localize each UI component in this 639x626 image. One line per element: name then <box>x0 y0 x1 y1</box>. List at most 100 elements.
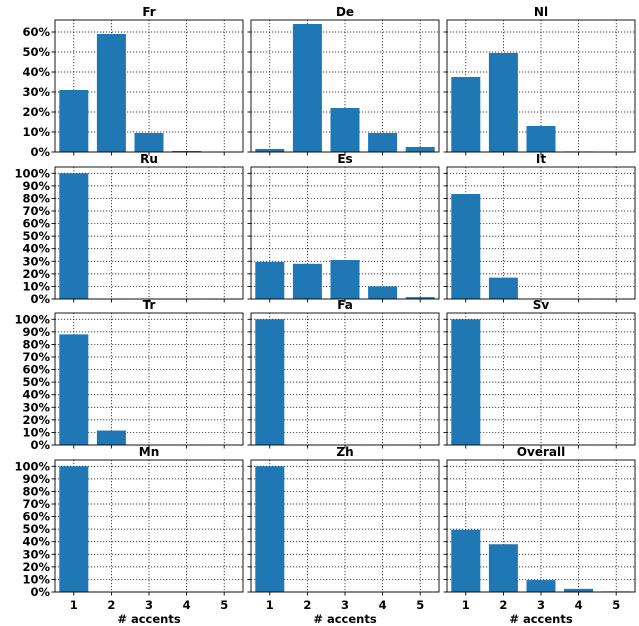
y-tick-label: 10% <box>22 425 50 439</box>
panel-fa: Fa <box>247 298 440 449</box>
y-tick-label: 20% <box>22 413 50 427</box>
panel-title: Fa <box>337 298 353 312</box>
bar-de-4 <box>368 133 398 152</box>
y-tick-label: 40% <box>22 242 50 256</box>
y-tick-label: 30% <box>22 547 50 561</box>
y-tick-label: 40% <box>22 388 50 402</box>
bar-sv-1 <box>451 319 481 445</box>
bar-tr-1 <box>59 334 89 445</box>
panel-nl: Nl <box>443 5 636 156</box>
x-tick-label: 5 <box>220 598 228 612</box>
panel-sv: Sv <box>443 298 636 449</box>
x-tick-label: 1 <box>266 598 274 612</box>
bar-de-5 <box>405 147 435 152</box>
bar-zh-1 <box>255 466 285 592</box>
panel-title: Overall <box>517 445 565 459</box>
bar-de-2 <box>292 24 322 152</box>
y-tick-label: 90% <box>22 325 50 339</box>
x-tick-label: 3 <box>537 598 545 612</box>
y-tick-label: 80% <box>22 484 50 498</box>
y-tick-label: 0% <box>30 438 50 452</box>
panel-it: It <box>443 152 636 303</box>
bar-overall-4 <box>564 588 594 592</box>
x-tick-label: 3 <box>341 598 349 612</box>
x-tick-label: 3 <box>145 598 153 612</box>
panel-title: Mn <box>139 445 159 459</box>
bar-it-1 <box>451 194 481 299</box>
y-tick-label: 40% <box>22 535 50 549</box>
bar-fr-1 <box>59 90 89 152</box>
bar-de-3 <box>330 108 360 152</box>
bar-mn-1 <box>59 466 89 592</box>
y-tick-label: 0% <box>30 145 50 159</box>
y-tick-label: 50% <box>22 522 50 536</box>
x-axis-label: # accents <box>313 612 377 626</box>
y-tick-label: 60% <box>22 363 50 377</box>
bar-es-3 <box>330 260 360 299</box>
x-tick-label: 1 <box>70 598 78 612</box>
x-tick-label: 4 <box>575 598 583 612</box>
bar-es-2 <box>292 263 322 299</box>
panel-title: De <box>336 5 354 19</box>
bar-overall-1 <box>451 529 481 592</box>
bar-it-2 <box>488 277 518 299</box>
y-tick-label: 10% <box>22 125 50 139</box>
y-tick-label: 80% <box>22 191 50 205</box>
bar-overall-2 <box>488 544 518 592</box>
panel-ru: 0%10%20%30%40%50%60%70%80%90%100% Ru <box>14 152 244 306</box>
y-tick-label: 10% <box>22 572 50 586</box>
bar-es-1 <box>255 261 285 299</box>
x-tick-label: 1 <box>462 598 470 612</box>
y-tick-label: 50% <box>22 375 50 389</box>
panel-title: Zh <box>336 445 353 459</box>
panel-es: Es <box>247 152 440 303</box>
panel-tr: 0%10%20%30%40%50%60%70%80%90%100% Tr <box>14 298 244 452</box>
panel-title: Fr <box>142 5 155 19</box>
panel-title: Ru <box>140 152 158 166</box>
y-tick-label: 90% <box>22 179 50 193</box>
bar-nl-3 <box>526 126 556 152</box>
y-tick-label: 60% <box>22 510 50 524</box>
y-tick-label: 100% <box>14 166 50 180</box>
bar-ru-1 <box>59 173 89 299</box>
bar-overall-3 <box>526 580 556 592</box>
bar-fr-2 <box>96 34 126 152</box>
y-tick-label: 0% <box>30 292 50 306</box>
panel-title: Nl <box>534 5 548 19</box>
x-tick-label: 2 <box>107 598 115 612</box>
y-tick-label: 30% <box>22 400 50 414</box>
panel-overall: 1 2 3 4 5 Overall # accents <box>443 445 636 626</box>
bar-de-1 <box>255 149 285 152</box>
x-tick-label: 5 <box>612 598 620 612</box>
panel-title: Tr <box>143 298 156 312</box>
panel-fr: 0% 10% 20% 30% 40% 50% 60% Fr <box>22 5 244 159</box>
x-tick-label: 2 <box>499 598 507 612</box>
bar-fr-4 <box>172 151 202 152</box>
y-tick-label: 100% <box>14 312 50 326</box>
y-tick-label: 60% <box>22 217 50 231</box>
bar-nl-1 <box>451 77 481 152</box>
y-tick-label: 90% <box>22 472 50 486</box>
panel-zh: 1 2 3 4 5 Zh # accents <box>247 445 440 626</box>
y-tick-label: 50% <box>22 45 50 59</box>
y-tick-label: 80% <box>22 337 50 351</box>
x-tick-label: 2 <box>303 598 311 612</box>
y-tick-label: 20% <box>22 105 50 119</box>
y-tick-label: 50% <box>22 229 50 243</box>
y-tick-label: 10% <box>22 279 50 293</box>
bar-fa-1 <box>255 319 285 445</box>
y-tick-label: 70% <box>22 497 50 511</box>
bar-es-5 <box>405 297 435 299</box>
panel-title: Sv <box>533 298 550 312</box>
x-tick-label: 4 <box>183 598 191 612</box>
x-tick-label: 5 <box>416 598 424 612</box>
bar-es-4 <box>368 286 398 299</box>
y-tick-label: 20% <box>22 560 50 574</box>
y-tick-label: 20% <box>22 267 50 281</box>
panel-title: It <box>536 152 546 166</box>
bar-fr-3 <box>134 133 164 152</box>
y-tick-label: 100% <box>14 459 50 473</box>
panel-title: Es <box>337 152 352 166</box>
y-tick-label: 60% <box>22 25 50 39</box>
